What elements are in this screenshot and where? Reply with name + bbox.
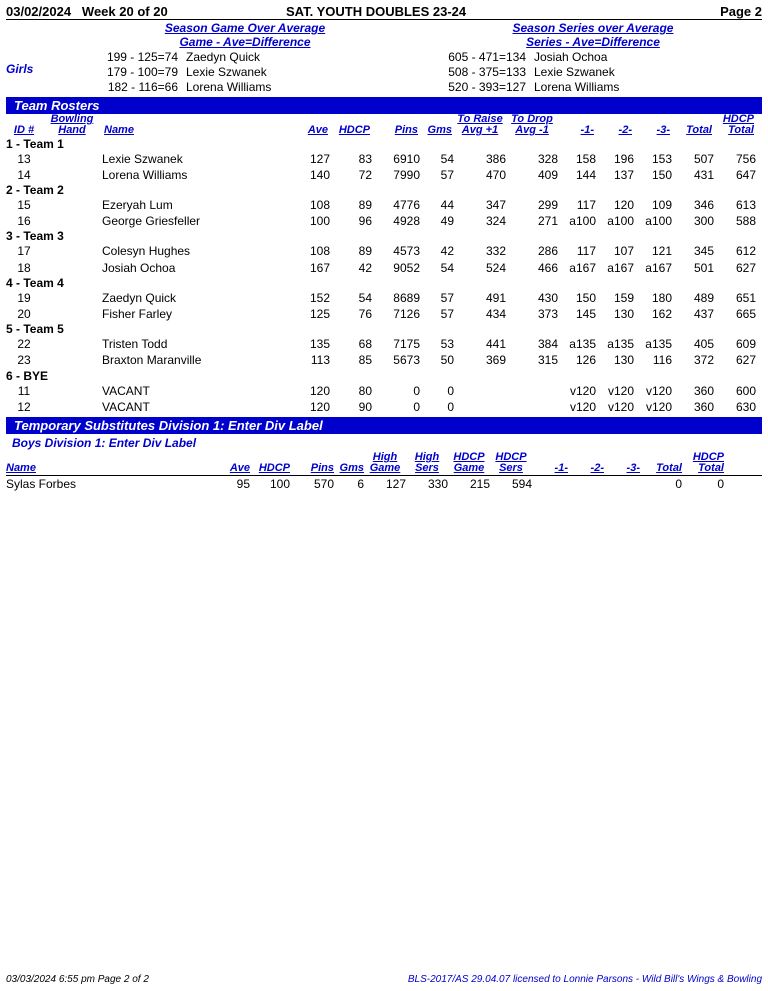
subs-row: Sylas Forbes95100570612733021559400 (6, 475, 762, 492)
roster-row: 14Lorena Williams14072799057470409144137… (6, 167, 762, 183)
header-week: Week 20 of 20 (82, 4, 168, 19)
over-avg-row: 179 - 100=79Lexie Szwanek (76, 65, 414, 80)
roster-header: ID # Bowling Hand Name Ave HDCP Pins Gms… (6, 114, 762, 137)
footer-right: BLS-2017/AS 29.04.07 licensed to Lonnie … (408, 974, 762, 985)
over-avg-row: 605 - 471=134Josiah Ochoa (424, 50, 762, 65)
over-avg-row: 199 - 125=74Zaedyn Quick (76, 50, 414, 65)
team-header: 1 - Team 1 (6, 137, 762, 151)
roster-row: 12VACANT1209000v120v120v120360630 (6, 399, 762, 415)
header-title: SAT. YOUTH DOUBLES 23-24 (286, 4, 682, 19)
over-avg-row: 508 - 375=133Lexie Szwanek (424, 65, 762, 80)
series-over-avg-hdr: Season Series over Average Series - Ave=… (424, 22, 762, 50)
roster-row: 13Lexie Szwanek1278369105438632815819615… (6, 151, 762, 167)
team-header: 3 - Team 3 (6, 229, 762, 243)
roster-row: 17Colesyn Hughes108894573423322861171071… (6, 243, 762, 259)
team-header: 2 - Team 2 (6, 183, 762, 197)
team-header: 5 - Team 5 (6, 322, 762, 336)
team-header: 6 - BYE (6, 369, 762, 383)
team-header: 4 - Team 4 (6, 276, 762, 290)
game-over-avg-hdr: Season Game Over Average Game - Ave=Diff… (76, 22, 414, 50)
over-avg-row: 520 - 393=127Lorena Williams (424, 80, 762, 95)
boys-label: Boys Division 1: Enter Div Label (6, 434, 762, 452)
subs-header: Name Ave HDCP Pins Gms High Game High Se… (6, 452, 762, 475)
girls-label: Girls (6, 62, 33, 76)
roster-row: 20Fisher Farley1257671265743437314513016… (6, 306, 762, 322)
roster-row: 15Ezeryah Lum108894776443472991171201093… (6, 197, 762, 213)
roster-row: 18Josiah Ochoa16742905254524466a167a167a… (6, 260, 762, 276)
header-page: Page 2 (682, 4, 762, 19)
page-header: 03/02/2024 Week 20 of 20 SAT. YOUTH DOUB… (6, 4, 762, 20)
team-rosters-bar: Team Rosters (6, 97, 762, 114)
header-date: 03/02/2024 (6, 4, 71, 19)
over-avg-row: 182 - 116=66Lorena Williams (76, 80, 414, 95)
roster-row: 22Tristen Todd13568717553441384a135a135a… (6, 336, 762, 352)
roster-row: 16George Griesfeller10096492849324271a10… (6, 213, 762, 229)
subs-bar: Temporary Substitutes Division 1: Enter … (6, 417, 762, 434)
footer-left: 03/03/2024 6:55 pm Page 2 of 2 (6, 974, 149, 985)
roster-row: 11VACANT1208000v120v120v120360600 (6, 383, 762, 399)
roster-row: 23Braxton Maranville11385567350369315126… (6, 352, 762, 368)
page-footer: 03/03/2024 6:55 pm Page 2 of 2 BLS-2017/… (6, 974, 762, 985)
over-average: Season Game Over Average Game - Ave=Diff… (6, 22, 762, 95)
roster-row: 19Zaedyn Quick15254868957491430150159180… (6, 290, 762, 306)
